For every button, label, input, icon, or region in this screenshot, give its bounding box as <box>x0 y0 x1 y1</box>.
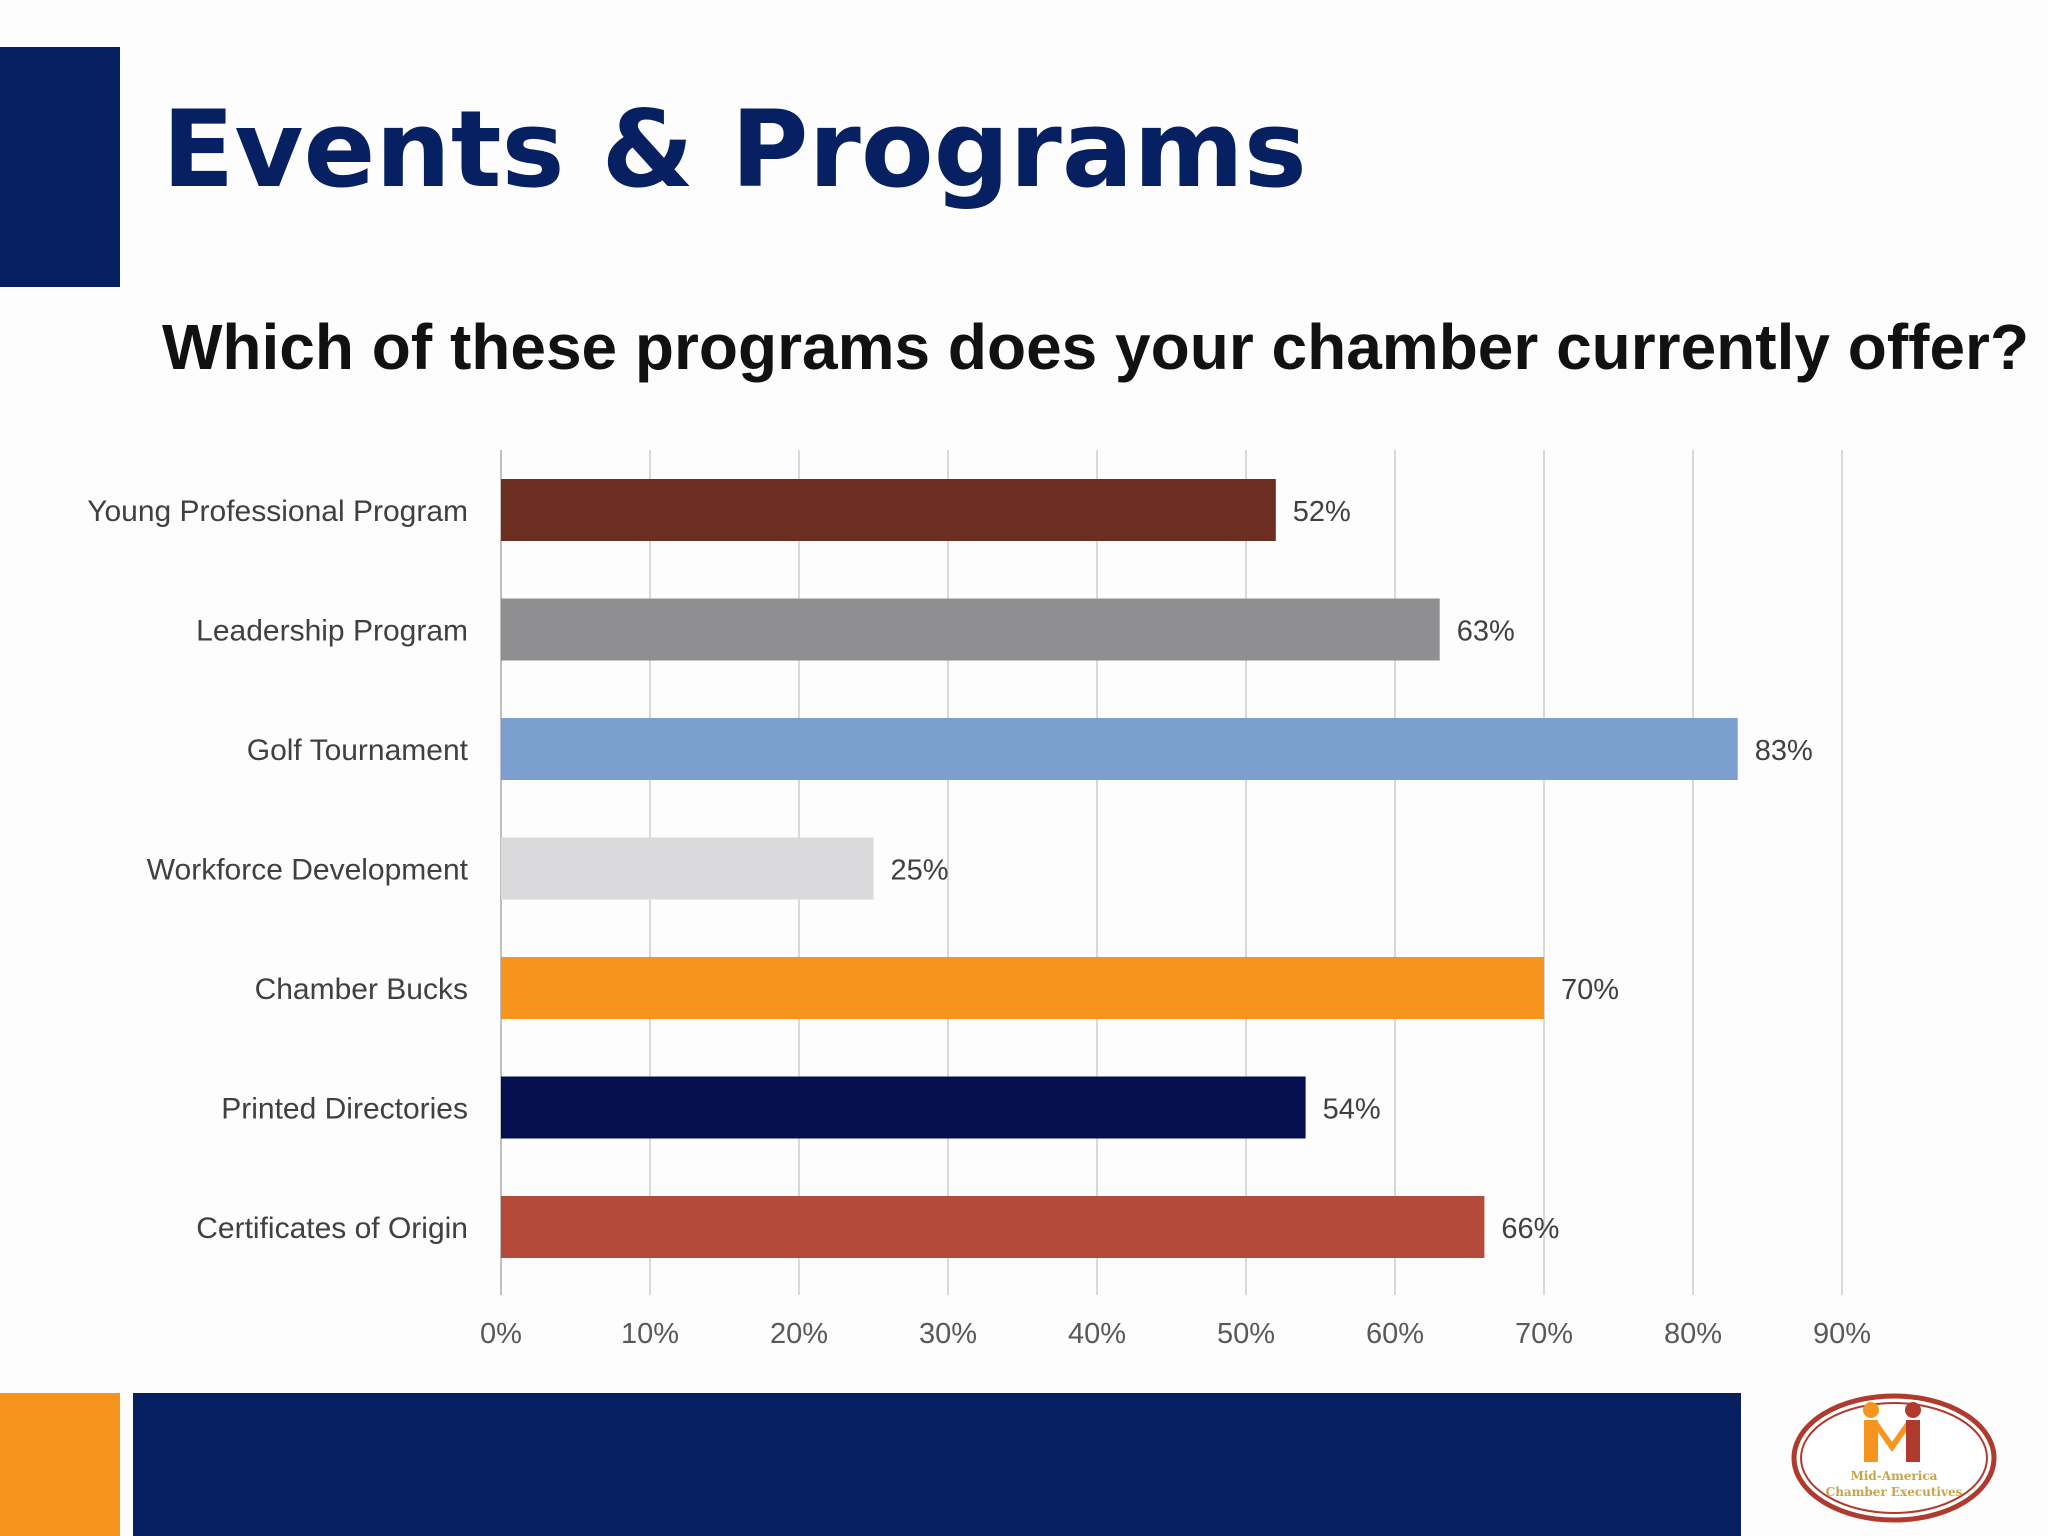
data-label: 70% <box>1561 974 1619 1006</box>
x-tick-label: 60% <box>1366 1318 1424 1350</box>
x-tick-label: 40% <box>1068 1318 1126 1350</box>
data-label: 83% <box>1755 735 1813 767</box>
bar <box>501 718 1738 780</box>
bar <box>501 479 1276 541</box>
x-tick-label: 80% <box>1664 1318 1722 1350</box>
data-label: 25% <box>891 855 949 887</box>
svg-text:Mid-America: Mid-America <box>1851 1469 1938 1483</box>
bar <box>501 837 874 900</box>
data-label: 54% <box>1323 1094 1381 1126</box>
x-tick-label: 0% <box>480 1318 522 1350</box>
data-label: 63% <box>1457 616 1515 648</box>
footer-band <box>133 1393 1741 1536</box>
data-label: 52% <box>1293 496 1351 528</box>
bar <box>501 1076 1306 1139</box>
category-label: Golf Tournament <box>247 734 469 767</box>
category-label: Workforce Development <box>147 854 469 887</box>
x-tick-label: 20% <box>770 1318 828 1350</box>
category-label: Chamber Bucks <box>255 973 468 1006</box>
category-label: Leadership Program <box>196 615 468 648</box>
svg-text:Chamber Executives: Chamber Executives <box>1826 1485 1963 1499</box>
x-tick-label: 30% <box>919 1318 977 1350</box>
bar <box>501 957 1544 1019</box>
x-tick-label: 90% <box>1813 1318 1871 1350</box>
page-title: Events & Programs <box>162 88 1307 211</box>
chart-subtitle: Which of these programs does your chambe… <box>162 311 2030 383</box>
category-label: Young Professional Program <box>87 495 468 528</box>
category-label: Certificates of Origin <box>196 1212 468 1245</box>
x-tick-label: 70% <box>1515 1318 1573 1350</box>
mid-america-logo: Mid-America Chamber Executives <box>1788 1390 2000 1526</box>
x-tick-label: 50% <box>1217 1318 1275 1350</box>
footer-accent-orange <box>0 1393 120 1536</box>
category-label: Printed Directories <box>221 1093 468 1126</box>
data-label: 66% <box>1501 1213 1559 1245</box>
x-tick-label: 10% <box>621 1318 679 1350</box>
bar <box>501 1196 1485 1258</box>
accent-bar-left <box>0 47 120 287</box>
bar <box>501 598 1440 661</box>
